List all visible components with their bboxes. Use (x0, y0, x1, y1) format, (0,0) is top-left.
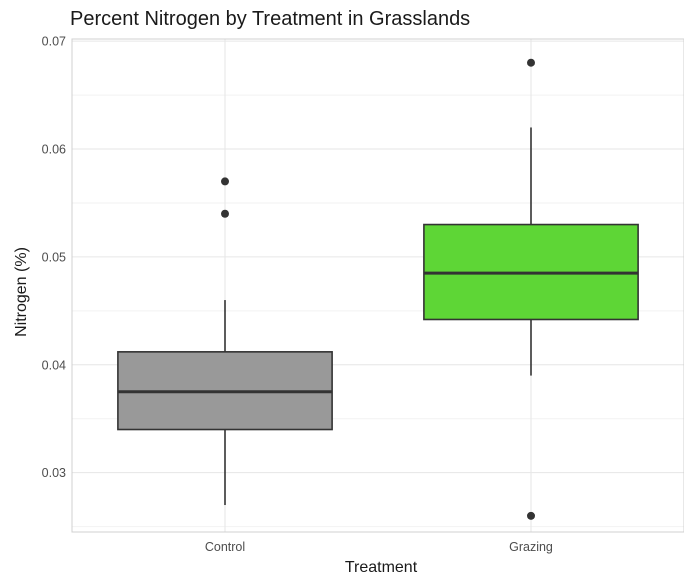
y-tick-label: 0.07 (42, 35, 66, 49)
box-grazing (423, 58, 639, 520)
outlier-point (221, 209, 229, 218)
grid-layer (72, 39, 684, 532)
y-tick-label: 0.03 (42, 466, 66, 480)
y-axis-title: Nitrogen (%) (13, 247, 30, 337)
x-tick-label: Grazing (509, 540, 553, 554)
boxes-layer (117, 58, 639, 520)
x-axis-title: Treatment (345, 559, 418, 576)
box-control (117, 177, 333, 506)
outlier-point (221, 177, 229, 186)
panel-border (71, 38, 684, 533)
y-tick-label: 0.05 (42, 250, 66, 264)
outlier-point (527, 511, 535, 520)
x-tick-label: Control (205, 540, 245, 554)
y-tick-label: 0.06 (42, 143, 66, 157)
chart-title: Percent Nitrogen by Treatment in Grassla… (70, 8, 470, 30)
ticks-layer: 0.03 0.04 0.05 0.06 0.07 Control Grazing (42, 35, 553, 554)
outlier-point (527, 58, 535, 67)
y-tick-label: 0.04 (42, 358, 66, 372)
